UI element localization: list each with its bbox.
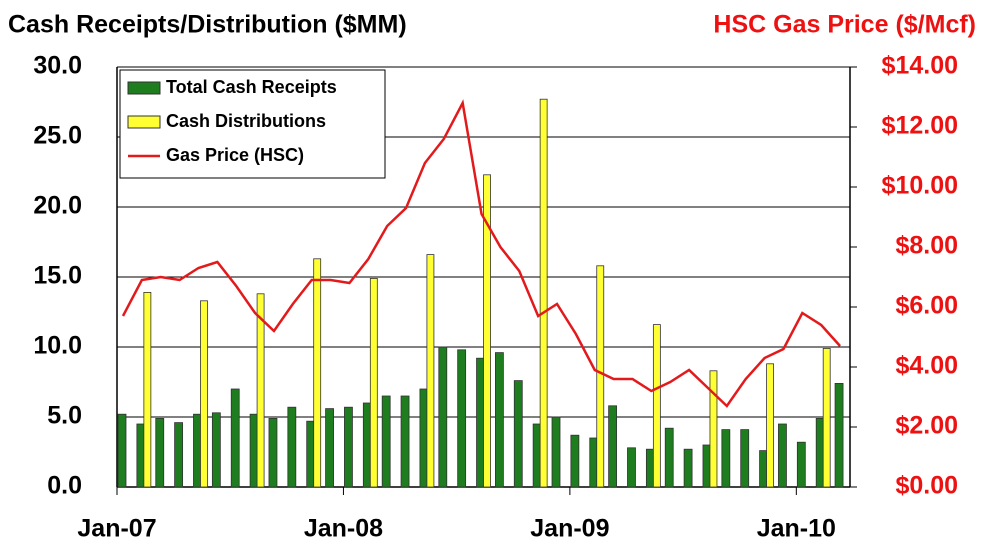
bar (513, 380, 523, 488)
bar (457, 349, 467, 488)
y2-tick-label: $0.00 (895, 472, 958, 500)
bar (778, 423, 787, 488)
bar (174, 422, 184, 488)
bar (608, 405, 618, 488)
bar (570, 434, 580, 488)
y2-tick-label: $6.00 (895, 292, 958, 320)
y2-tick-label: $8.00 (895, 232, 958, 260)
y-tick-label: 30.0 (33, 52, 82, 80)
legend: Total Cash Receipts Cash Distributions Gas… (119, 69, 386, 179)
bar (381, 395, 391, 488)
bar (268, 417, 278, 488)
bar (721, 429, 731, 488)
y-tick-label: 20.0 (33, 192, 82, 220)
bar (766, 363, 774, 488)
y-tick-label: 15.0 (33, 262, 82, 290)
y2-tick-label: $12.00 (882, 112, 958, 140)
bar (494, 352, 504, 488)
bar (796, 441, 806, 488)
bar (287, 406, 297, 488)
bar (325, 408, 334, 488)
legend-swatch (127, 81, 161, 95)
bar (117, 413, 127, 488)
bar (143, 291, 152, 488)
bar (740, 429, 750, 488)
x-tick-label: Jan-08 (304, 515, 383, 543)
bar (627, 447, 636, 488)
bar (200, 300, 208, 488)
bar (652, 324, 661, 488)
bar (426, 254, 435, 488)
line (121, 99, 841, 408)
y-tick-label: 0.0 (47, 472, 82, 500)
y2-tick-label: $2.00 (895, 412, 958, 440)
legend-swatch (127, 115, 161, 129)
bar (551, 416, 561, 488)
y2-axis-title: HSC Gas Price ($/Mcf) (713, 11, 976, 39)
bar (483, 174, 491, 488)
bar (230, 388, 240, 488)
bar (344, 406, 353, 488)
bar (664, 427, 674, 488)
y-tick-label: 25.0 (33, 122, 82, 150)
y2-tick-label: $10.00 (882, 172, 958, 200)
bar (313, 258, 322, 488)
bar (683, 448, 693, 488)
bar (709, 370, 718, 488)
legend-label: Total Cash Receipts (166, 77, 337, 97)
bar (834, 382, 844, 488)
bar (822, 347, 831, 488)
bar (400, 395, 410, 488)
y-tick-label: 10.0 (33, 332, 82, 360)
bar (155, 417, 165, 488)
bar (539, 98, 548, 488)
y2-tick-label: $14.00 (882, 52, 958, 80)
bar (369, 277, 378, 488)
y-axis-title: Cash Receipts/Distribution ($MM) (8, 11, 407, 39)
legend-label: Cash Distributions (166, 111, 326, 131)
bar (211, 412, 221, 488)
x-tick-label: Jan-07 (77, 515, 156, 543)
bar (256, 293, 265, 488)
bar (596, 265, 605, 488)
legend-box (119, 69, 386, 179)
y-tick-label: 5.0 (47, 402, 82, 430)
x-tick-label: Jan-09 (530, 515, 609, 543)
x-tick-label: Jan-10 (757, 515, 836, 543)
bar (438, 346, 448, 488)
legend-label: Gas Price (HSC) (166, 145, 304, 165)
y2-tick-label: $4.00 (895, 352, 958, 380)
